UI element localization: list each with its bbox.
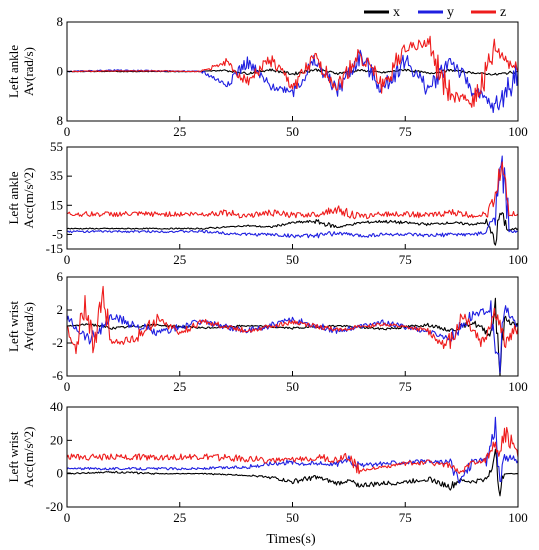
y-tick-label: 0: [57, 64, 64, 79]
y-tick-label: 6: [57, 269, 64, 284]
y-tick-label: 2: [57, 302, 64, 317]
y-tick-label: -15: [46, 241, 63, 256]
y-tick-label: 8: [57, 14, 64, 29]
y-axis-label: Av(rad/s): [21, 47, 36, 96]
legend-x-label: x: [393, 5, 400, 20]
y-tick-label: 8: [57, 113, 64, 128]
plot-area-2: [67, 155, 518, 246]
x-tick-label: 100: [508, 252, 528, 267]
y-axis-label: Left wrist: [6, 301, 21, 352]
y-tick-label: 20: [50, 432, 63, 447]
y-tick-label: 0: [57, 466, 64, 481]
plot-area-4: [67, 416, 518, 497]
x-tick-label: 100: [508, 124, 528, 139]
x-tick-label: 25: [173, 379, 186, 394]
series-z-line: [67, 161, 518, 220]
x-tick-label: 75: [399, 252, 412, 267]
x-tick-label: 50: [286, 510, 299, 525]
plot-area-3: [67, 285, 518, 376]
series-y-line: [67, 300, 518, 374]
series-z-line: [67, 426, 518, 475]
y-axis-label: Left ankle: [6, 171, 21, 224]
x-tick-label: 75: [399, 124, 412, 139]
plot-area-1: [67, 35, 518, 114]
y-tick-label: -5: [52, 226, 63, 241]
y-axis-label: Av(rad/s): [21, 302, 36, 351]
x-tick-label: 0: [64, 252, 71, 267]
y-tick-label: -2: [52, 335, 63, 350]
legend: x y z: [364, 5, 506, 20]
series-y-line: [67, 416, 518, 484]
legend-y-label: y: [447, 5, 454, 20]
series-z-line: [67, 35, 518, 108]
y-tick-label: 40: [50, 399, 63, 414]
x-tick-label: 25: [173, 124, 186, 139]
x-tick-label: 25: [173, 252, 186, 267]
x-tick-label: 50: [286, 124, 299, 139]
panel-3: 6 2 -2 -60 25 50 75 100 Left wrist Av(rad/s): [6, 269, 528, 394]
y-axis-label: Acc(m/s^2): [21, 168, 36, 229]
x-tick-label: 75: [399, 510, 412, 525]
series-x-line: [67, 448, 518, 497]
series-y-line: [67, 155, 518, 239]
series-y-line: [67, 49, 518, 114]
x-tick-label: 50: [286, 252, 299, 267]
x-tick-label: 0: [64, 379, 71, 394]
y-axis-label: Left ankle: [6, 45, 21, 98]
y-tick-label: -20: [46, 499, 63, 514]
series-x-line: [67, 297, 518, 376]
y-tick-label: -6: [52, 368, 63, 383]
y-tick-label: 15: [50, 197, 63, 212]
y-tick-label: 35: [50, 168, 63, 183]
series-x-line: [67, 68, 518, 76]
x-tick-label: 0: [64, 510, 71, 525]
x-axis-label: Times(s): [266, 532, 316, 547]
x-tick-label: 25: [173, 510, 186, 525]
x-tick-label: 75: [399, 379, 412, 394]
y-axis-label: Left wrist: [6, 431, 21, 482]
series-x-line: [67, 212, 518, 246]
y-tick-label: 55: [50, 139, 63, 154]
x-tick-label: 100: [508, 379, 528, 394]
x-tick-label: 50: [286, 379, 299, 394]
x-tick-label: 0: [64, 124, 71, 139]
panel-2: 55 35 15 -5-150 25 50 75 100 Left ankle Acc(m/s^2…: [6, 139, 528, 267]
legend-z-label: z: [500, 5, 506, 20]
x-tick-label: 100: [508, 510, 528, 525]
series-z-line: [67, 285, 518, 355]
y-axis-label: Acc(m/s^2): [21, 427, 36, 488]
